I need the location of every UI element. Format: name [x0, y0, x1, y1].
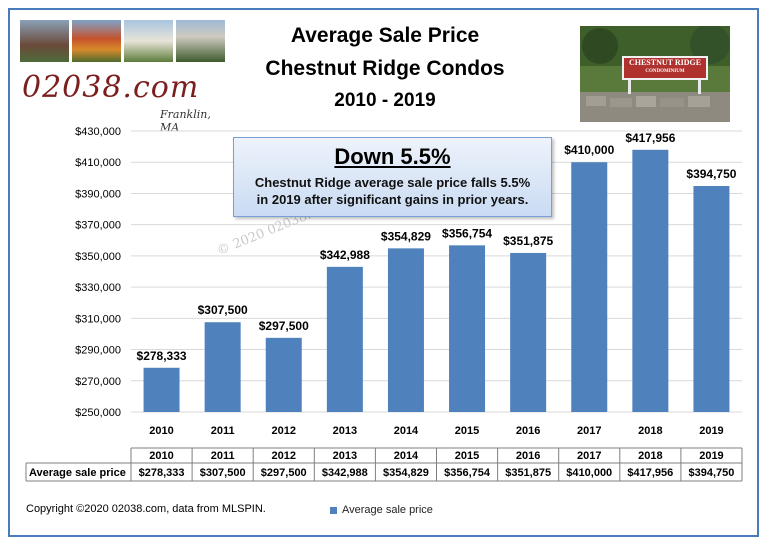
sign-text: CHESTNUT RIDGE	[628, 58, 702, 67]
table-cell-2014: $354,829	[383, 467, 429, 479]
house-photo-2	[72, 20, 121, 62]
chart-subtitle: Chestnut Ridge Condos	[265, 57, 505, 80]
data-label-2019: $394,750	[686, 167, 736, 181]
bar-2015	[449, 245, 486, 412]
bar-2011	[204, 322, 241, 412]
data-label-2016: $351,875	[503, 234, 553, 248]
table-header-2015: 2015	[455, 450, 479, 462]
callout-body: Chestnut Ridge average sale price falls …	[234, 174, 551, 208]
table-header-2011: 2011	[211, 450, 235, 462]
table-cell-2018: $417,956	[627, 467, 673, 479]
table-cell-2016: $351,875	[505, 467, 551, 479]
data-label-2018: $417,956	[625, 131, 675, 145]
table-cell-2011: $307,500	[200, 467, 246, 479]
table-cell-2013: $342,988	[322, 467, 368, 479]
data-label-2015: $356,754	[442, 226, 492, 240]
y-tick-label: $350,000	[75, 251, 121, 263]
table-header-2013: 2013	[333, 450, 357, 462]
data-label-2017: $410,000	[564, 143, 614, 157]
x-tick-label-2016: 2016	[516, 425, 540, 437]
condo-sign-photo: CHESTNUT RIDGE CONDOMINIUM	[580, 24, 730, 122]
callout-box: Down 5.5% Chestnut Ridge average sale pr…	[233, 137, 552, 217]
table-cell-2015: $356,754	[444, 467, 491, 479]
x-tick-label-2015: 2015	[455, 425, 479, 437]
bar-2012	[265, 337, 302, 412]
bar-2019	[693, 186, 730, 412]
y-tick-label: $390,000	[75, 188, 121, 200]
house-photo-4	[176, 20, 225, 62]
chart-legend: Average sale price	[330, 504, 433, 516]
bar-2013	[326, 266, 363, 412]
callout-headline: Down 5.5%	[334, 144, 451, 169]
y-tick-label: $250,000	[75, 407, 121, 419]
x-tick-label-2014: 2014	[394, 425, 419, 437]
data-label-2011: $307,500	[198, 303, 248, 317]
table-cell-2010: $278,333	[139, 467, 185, 479]
y-tick-label: $290,000	[75, 345, 121, 357]
y-tick-label: $310,000	[75, 313, 121, 325]
bar-2010	[143, 367, 180, 412]
y-tick-label: $330,000	[75, 282, 121, 294]
bar-2017	[571, 162, 608, 412]
data-label-2013: $342,988	[320, 248, 370, 262]
condo-sign: CHESTNUT RIDGE CONDOMINIUM	[622, 56, 708, 80]
legend-label: Average sale price	[342, 504, 433, 516]
table-header-2019: 2019	[699, 450, 723, 462]
x-tick-label-2011: 2011	[211, 425, 235, 437]
house-photo-1	[20, 20, 69, 62]
table-cell-2017: $410,000	[566, 467, 612, 479]
house-photo-3	[124, 20, 173, 62]
data-label-2014: $354,829	[381, 229, 431, 243]
y-tick-label: $370,000	[75, 220, 121, 232]
chart-title: Average Sale Price	[290, 24, 480, 47]
table-header-2018: 2018	[638, 450, 662, 462]
bar-2016	[510, 252, 547, 412]
y-tick-label: $410,000	[75, 157, 121, 169]
x-tick-label-2017: 2017	[577, 425, 601, 437]
table-header-2014: 2014	[394, 450, 419, 462]
x-tick-label-2010: 2010	[149, 425, 173, 437]
sign-subtext: CONDOMINIUM	[645, 69, 685, 74]
logo-text: 02038.com	[22, 70, 200, 105]
x-tick-label-2012: 2012	[272, 425, 296, 437]
table-header-2016: 2016	[516, 450, 540, 462]
x-tick-label-2013: 2013	[333, 425, 357, 437]
chart-date-range: 2010 - 2019	[334, 90, 436, 111]
callout-body-line2: in 2019 after significant gains in prior…	[256, 192, 529, 207]
bar-2018	[632, 149, 669, 413]
y-tick-label: $270,000	[75, 376, 121, 388]
table-header-2012: 2012	[272, 450, 296, 462]
x-tick-label-2019: 2019	[699, 425, 723, 437]
legend-swatch	[330, 506, 337, 514]
table-cell-2019: $394,750	[689, 467, 735, 479]
table-row-label: Average sale price	[29, 467, 126, 479]
table-header-2017: 2017	[577, 450, 601, 462]
callout-body-line1: Chestnut Ridge average sale price falls …	[254, 175, 531, 190]
y-tick-label: $430,000	[75, 126, 121, 138]
copyright-note: Copyright ©2020 02038.com, data from MLS…	[26, 503, 266, 515]
bar-2014	[387, 248, 424, 412]
x-tick-label-2018: 2018	[638, 425, 662, 437]
site-logo: 02038.com Franklin, MA	[20, 20, 230, 134]
data-label-2010: $278,333	[137, 349, 187, 363]
data-label-2012: $297,500	[259, 319, 309, 333]
table-cell-2012: $297,500	[261, 467, 307, 479]
table-header-2010: 2010	[149, 450, 173, 462]
